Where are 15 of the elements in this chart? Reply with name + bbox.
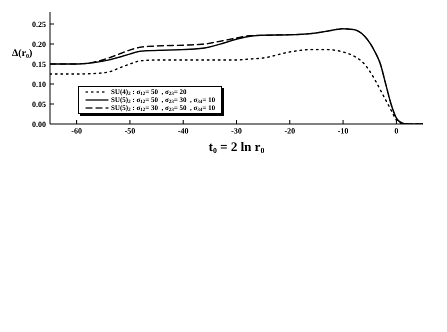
x-tick-label: -30 [231, 126, 242, 136]
y-tick-label: 0.05 [32, 100, 46, 109]
y-tick-label: 0.15 [32, 60, 46, 69]
y-tick-label: 0.10 [32, 80, 46, 89]
x-tick-label: -20 [284, 126, 296, 136]
y-tick-label: 0.25 [32, 20, 46, 29]
x-tick-label: 0 [394, 126, 398, 136]
y-axis-title: Δ(r$_{0}$) [12, 48, 32, 60]
y-tick-label: 0.20 [32, 40, 46, 49]
y-tick-label: 0.00 [32, 120, 46, 129]
x-tick-label: -40 [178, 126, 189, 136]
x-tick-label: -50 [124, 126, 136, 136]
x-tick-label: -60 [71, 126, 82, 136]
x-axis-title: t$_{0}$ = 2 ln r$_{0}$ [208, 139, 264, 155]
x-tick-label: -10 [338, 126, 348, 136]
